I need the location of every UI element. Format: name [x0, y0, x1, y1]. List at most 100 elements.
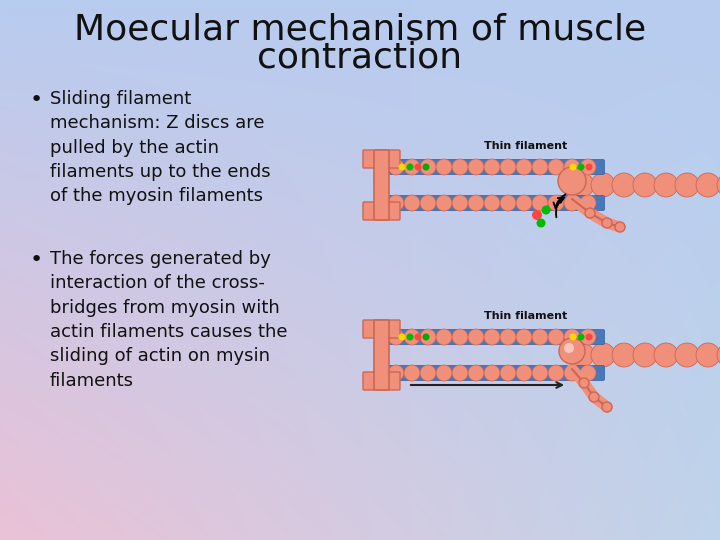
FancyBboxPatch shape — [363, 150, 400, 168]
Circle shape — [484, 195, 500, 211]
Circle shape — [404, 365, 420, 381]
Circle shape — [585, 208, 595, 218]
Circle shape — [532, 159, 548, 175]
Circle shape — [407, 334, 413, 341]
Text: Sliding filament
mechanism: Z discs are
pulled by the actin
filaments up to the : Sliding filament mechanism: Z discs are … — [50, 90, 271, 205]
Circle shape — [420, 329, 436, 345]
Circle shape — [516, 365, 532, 381]
Circle shape — [675, 173, 699, 197]
Circle shape — [436, 159, 452, 175]
Circle shape — [420, 159, 436, 175]
Circle shape — [452, 365, 468, 381]
Circle shape — [564, 329, 580, 345]
Circle shape — [717, 173, 720, 197]
Circle shape — [532, 365, 548, 381]
Circle shape — [484, 365, 500, 381]
Circle shape — [579, 378, 589, 388]
Text: •: • — [30, 90, 43, 110]
Circle shape — [420, 365, 436, 381]
Circle shape — [558, 167, 586, 195]
Circle shape — [500, 365, 516, 381]
Circle shape — [633, 173, 657, 197]
FancyBboxPatch shape — [387, 195, 605, 211]
Circle shape — [612, 343, 636, 367]
Circle shape — [589, 392, 599, 402]
Circle shape — [420, 195, 436, 211]
Circle shape — [484, 329, 500, 345]
Circle shape — [570, 334, 577, 341]
Circle shape — [559, 338, 585, 364]
FancyBboxPatch shape — [363, 202, 400, 220]
Circle shape — [398, 164, 405, 171]
Circle shape — [468, 365, 484, 381]
Circle shape — [585, 164, 593, 171]
Circle shape — [580, 159, 596, 175]
Circle shape — [516, 195, 532, 211]
Circle shape — [423, 334, 430, 341]
Circle shape — [612, 173, 636, 197]
Circle shape — [388, 159, 404, 175]
Circle shape — [564, 343, 574, 353]
Circle shape — [548, 195, 564, 211]
Circle shape — [404, 195, 420, 211]
FancyBboxPatch shape — [387, 329, 605, 345]
Circle shape — [675, 343, 699, 367]
Circle shape — [548, 365, 564, 381]
Circle shape — [580, 365, 596, 381]
Circle shape — [532, 195, 548, 211]
Circle shape — [615, 222, 625, 232]
Circle shape — [577, 164, 585, 171]
FancyBboxPatch shape — [363, 372, 400, 390]
Circle shape — [407, 164, 413, 171]
Circle shape — [570, 173, 594, 197]
Circle shape — [548, 329, 564, 345]
Circle shape — [717, 343, 720, 367]
Circle shape — [580, 329, 596, 345]
Circle shape — [532, 210, 542, 220]
Circle shape — [452, 195, 468, 211]
Circle shape — [398, 334, 405, 341]
Circle shape — [388, 329, 404, 345]
Circle shape — [654, 343, 678, 367]
Circle shape — [468, 159, 484, 175]
Circle shape — [436, 365, 452, 381]
Circle shape — [388, 195, 404, 211]
Circle shape — [516, 329, 532, 345]
Circle shape — [404, 329, 420, 345]
Circle shape — [564, 365, 580, 381]
Text: The forces generated by
interaction of the cross-
bridges from myosin with
actin: The forces generated by interaction of t… — [50, 250, 287, 389]
Circle shape — [468, 329, 484, 345]
Circle shape — [500, 195, 516, 211]
Circle shape — [585, 334, 593, 341]
Circle shape — [564, 159, 580, 175]
FancyBboxPatch shape — [387, 159, 605, 174]
Circle shape — [436, 329, 452, 345]
FancyBboxPatch shape — [363, 320, 400, 338]
Circle shape — [452, 159, 468, 175]
Circle shape — [580, 195, 596, 211]
Text: Moecular mechanism of muscle: Moecular mechanism of muscle — [74, 13, 646, 47]
Circle shape — [541, 206, 551, 214]
Circle shape — [570, 343, 594, 367]
Circle shape — [415, 164, 421, 171]
Text: Thin filament: Thin filament — [484, 311, 567, 321]
Circle shape — [423, 164, 430, 171]
FancyBboxPatch shape — [387, 366, 605, 381]
Circle shape — [696, 343, 720, 367]
Circle shape — [484, 159, 500, 175]
Text: Thin filament: Thin filament — [484, 141, 567, 151]
FancyBboxPatch shape — [374, 320, 389, 390]
Circle shape — [536, 219, 546, 227]
Circle shape — [564, 195, 580, 211]
Circle shape — [415, 334, 421, 341]
Text: contraction: contraction — [258, 41, 462, 75]
Text: •: • — [30, 250, 43, 270]
Circle shape — [404, 159, 420, 175]
Circle shape — [577, 334, 585, 341]
Circle shape — [388, 365, 404, 381]
Circle shape — [602, 402, 612, 412]
Circle shape — [591, 343, 615, 367]
Circle shape — [696, 173, 720, 197]
FancyBboxPatch shape — [374, 150, 389, 220]
Circle shape — [452, 329, 468, 345]
